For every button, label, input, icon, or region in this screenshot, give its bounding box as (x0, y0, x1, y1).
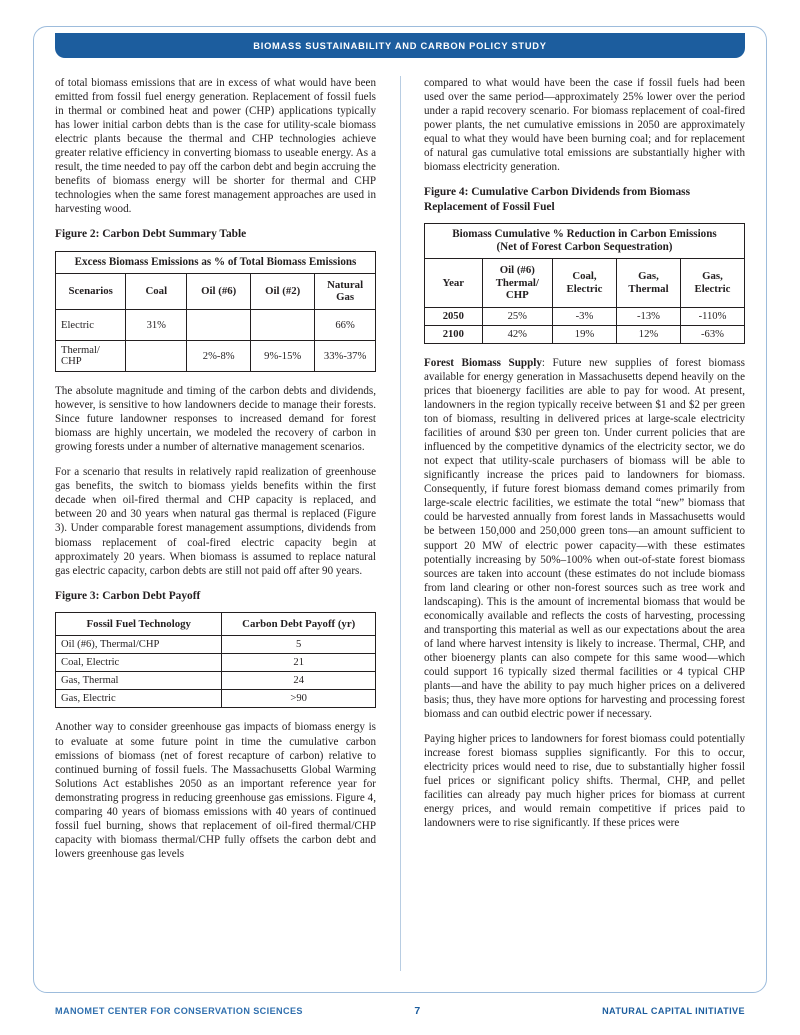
figure-4-title: Figure 4: Cumulative Carbon Dividends fr… (424, 186, 691, 213)
forest-biomass-supply-text: : Future new supplies of forest biomass … (424, 356, 745, 721)
table-header-row: Scenarios Coal Oil (#6) Oil (#2) Natural… (54, 272, 376, 311)
cell-technology-oil6-thermal-chp: Oil (#6), Thermal/CHP (54, 635, 223, 655)
cell-electric-natural-gas: 66% (314, 309, 376, 342)
left-paragraph-2: The absolute magnitude and timing of the… (55, 385, 376, 454)
column-header-natural-gas: Natural Gas (314, 272, 376, 311)
page-content: of total biomass emissions that are in e… (54, 76, 746, 971)
table-header-row: Year Oil (#6) Thermal/ CHP Coal, Electri… (424, 258, 746, 308)
cell-scenario-thermal-chp: Thermal/ CHP (54, 340, 127, 373)
cell-2100-gas-electric: -63% (679, 324, 746, 344)
cell-2050-coal-electric: -3% (551, 306, 617, 326)
cell-year-2100: 2100 (424, 324, 483, 344)
right-paragraph-1: compared to what would have been the cas… (424, 77, 745, 174)
cell-2100-gas-thermal: 12% (615, 324, 681, 344)
cell-2050-gas-thermal: -13% (615, 306, 681, 326)
cell-payoff-oil6-thermal-chp: 5 (221, 635, 376, 655)
cell-thermal-oil2: 9%-15% (250, 340, 316, 373)
figure-2-caption: Excess Biomass Emissions as % of Total B… (55, 250, 376, 274)
left-paragraph-1: of total biomass emissions that are in e… (55, 77, 376, 216)
column-header-carbon-debt-payoff: Carbon Debt Payoff (yr) (221, 611, 376, 637)
column-header-scenarios: Scenarios (54, 272, 127, 311)
cell-2050-gas-electric: -110% (679, 306, 746, 326)
figure-2-table: Excess Biomass Emissions as % of Total B… (54, 250, 376, 373)
table-caption-row: Biomass Cumulative % Reduction in Carbon… (424, 222, 745, 260)
column-header-coal: Coal (125, 272, 188, 311)
column-header-gas-electric: Gas, Electric (679, 258, 746, 308)
column-header-coal-electric: Coal, Electric (551, 258, 617, 308)
cell-2100-oil6-thermal-chp: 42% (481, 324, 553, 344)
cell-payoff-coal-electric: 21 (221, 653, 376, 673)
column-header-gas-thermal: Gas, Thermal (615, 258, 681, 308)
forest-biomass-supply-label: Forest Biomass Supply (424, 356, 542, 369)
table-row: Coal, Electric 21 (54, 653, 376, 673)
cell-technology-coal-electric: Coal, Electric (54, 653, 223, 673)
cell-thermal-natural-gas: 33%-37% (314, 340, 376, 373)
cell-electric-oil6 (186, 309, 252, 342)
column-header-oil6-thermal-chp: Oil (#6) Thermal/ CHP (481, 258, 553, 308)
right-paragraph-3: Paying higher prices to landowners for f… (424, 733, 745, 830)
left-column: of total biomass emissions that are in e… (54, 76, 388, 971)
page-title: BIOMASS SUSTAINABILITY AND CARBON POLICY… (253, 40, 547, 51)
right-column: compared to what would have been the cas… (412, 76, 746, 971)
table-row: Gas, Thermal 24 (54, 671, 376, 691)
left-paragraph-4: Another way to consider greenhouse gas i… (55, 721, 376, 860)
figure-4-caption: Biomass Cumulative % Reduction in Carbon… (424, 222, 745, 260)
header-banner: BIOMASS SUSTAINABILITY AND CARBON POLICY… (55, 33, 745, 58)
footer-page-number: 7 (414, 1005, 421, 1017)
figure-4-caption-line-2: (Net of Forest Carbon Sequestration) (496, 240, 673, 253)
footer-organization-left: MANOMET CENTER FOR CONSERVATION SCIENCES (55, 1006, 303, 1016)
cell-electric-oil2 (250, 309, 316, 342)
column-header-year: Year (424, 258, 483, 308)
cell-payoff-gas-electric: >90 (221, 689, 376, 709)
page-border-frame (33, 26, 767, 993)
right-paragraph-2: Forest Biomass Supply: Future new suppli… (424, 356, 745, 721)
column-header-fossil-fuel-technology: Fossil Fuel Technology (54, 611, 223, 637)
cell-electric-coal: 31% (125, 309, 188, 342)
table-row: Thermal/ CHP 2%-8% 9%-15% 33%-37% (54, 340, 376, 373)
cell-2050-oil6-thermal-chp: 25% (481, 306, 553, 326)
cell-technology-gas-thermal: Gas, Thermal (54, 671, 223, 691)
figure-3-title: Figure 3: Carbon Debt Payoff (55, 589, 201, 602)
column-header-oil6: Oil (#6) (186, 272, 252, 311)
table-header-row: Fossil Fuel Technology Carbon Debt Payof… (54, 611, 376, 637)
cell-technology-gas-electric: Gas, Electric (54, 689, 223, 709)
cell-year-2050: 2050 (424, 306, 483, 326)
cell-2100-coal-electric: 19% (551, 324, 617, 344)
left-paragraph-3: For a scenario that results in relativel… (55, 466, 376, 577)
figure-4-caption-line-1: Biomass Cumulative % Reduction in Carbon… (452, 227, 717, 240)
table-row: 2100 42% 19% 12% -63% (424, 324, 746, 344)
figure-4-table: Biomass Cumulative % Reduction in Carbon… (424, 222, 746, 344)
figure-3-table: Fossil Fuel Technology Carbon Debt Payof… (54, 611, 376, 709)
column-divider (388, 76, 412, 971)
column-header-oil2: Oil (#2) (250, 272, 316, 311)
cell-scenario-electric: Electric (54, 309, 127, 342)
footer-organization-right: NATURAL CAPITAL INITIATIVE (602, 1006, 745, 1016)
table-caption-row: Excess Biomass Emissions as % of Total B… (55, 250, 376, 274)
page-footer: MANOMET CENTER FOR CONSERVATION SCIENCES… (55, 1005, 745, 1017)
table-row: Electric 31% 66% (54, 309, 376, 342)
figure-2-title: Figure 2: Carbon Debt Summary Table (55, 228, 247, 241)
table-row: Oil (#6), Thermal/CHP 5 (54, 635, 376, 655)
table-row: 2050 25% -3% -13% -110% (424, 306, 746, 326)
cell-payoff-gas-thermal: 24 (221, 671, 376, 691)
cell-thermal-coal (125, 340, 188, 373)
cell-thermal-oil6: 2%-8% (186, 340, 252, 373)
table-row: Gas, Electric >90 (54, 689, 376, 709)
